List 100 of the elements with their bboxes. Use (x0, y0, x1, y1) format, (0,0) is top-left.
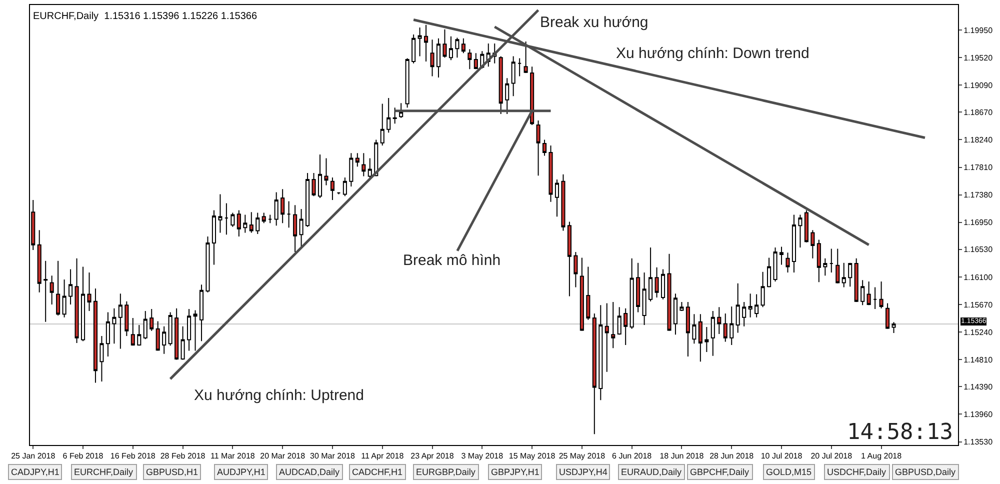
candlestick (886, 302, 890, 330)
x-tick-label: 10 Jul 2018 (760, 452, 803, 461)
y-tick-label: 1.19090 (964, 80, 994, 90)
candlestick (611, 301, 616, 349)
text: GBPJPY,H1 (491, 467, 540, 477)
candlestick (306, 172, 310, 228)
candlestick (150, 308, 154, 332)
candlestick (754, 294, 759, 318)
y-tick-label: 1.15240 (964, 328, 994, 337)
candlestick (773, 246, 778, 282)
candlestick (586, 266, 590, 320)
candlestick (180, 326, 185, 360)
candlestick (704, 326, 709, 352)
candlestick (174, 308, 179, 360)
annotation: Xu hướng chính: Down trend (616, 45, 810, 62)
x-tick-label: 6 Jun 2018 (612, 452, 652, 461)
candlestick (130, 318, 135, 346)
candlestick (162, 326, 166, 354)
candlestick (717, 306, 722, 335)
candlestick (324, 158, 328, 186)
candlestick (816, 239, 821, 283)
candlestick (124, 300, 129, 336)
candlestick (274, 192, 278, 226)
candlestick (836, 248, 840, 284)
candlestick (262, 212, 266, 224)
candlestick (617, 306, 622, 336)
candlestick (642, 272, 646, 326)
candlestick (829, 248, 834, 273)
candlestick (286, 200, 291, 228)
candlestick (630, 258, 634, 330)
candlestick (686, 301, 690, 357)
candlestick (218, 194, 222, 234)
candlestick (299, 208, 304, 248)
candlestick (848, 262, 852, 288)
candlestick (168, 312, 172, 346)
candlestick (448, 36, 453, 61)
candlestick (62, 279, 66, 318)
candlestick (518, 58, 522, 77)
annotation: 14:58:13 (847, 420, 953, 445)
candlestick (336, 192, 341, 195)
x-tick-label: 11 Apr 2018 (361, 452, 404, 461)
x-tick-label: 15 May 2018 (508, 452, 556, 461)
candlestick (280, 188, 285, 224)
candlestick (93, 288, 98, 384)
candlestick (224, 202, 228, 236)
candlestick (767, 257, 772, 288)
candlestick (436, 38, 441, 78)
candlestick (710, 310, 715, 356)
candlestick (249, 212, 254, 234)
x-tick-label: 6 Feb 2018 (62, 452, 104, 461)
candlestick (680, 301, 684, 312)
y-tick-label: 1.14390 (964, 382, 994, 392)
text: GBPUSD,Daily (895, 467, 956, 477)
candlestick (542, 139, 547, 156)
candlestick (524, 41, 528, 74)
y-tick-label: 1.15670 (964, 300, 994, 310)
candlestick (80, 266, 86, 342)
candlestick (854, 258, 858, 302)
candlestick (74, 258, 79, 344)
annotation: Break mô hình (403, 252, 501, 269)
candlestick (418, 26, 422, 57)
y-tick-label: 1.18670 (964, 108, 994, 117)
candlestick (461, 38, 466, 54)
candlestick (355, 152, 360, 168)
y-tick-label: 1.16100 (964, 272, 994, 282)
x-tick-label: 16 Feb 2018 (110, 452, 156, 461)
candlestick (455, 37, 460, 58)
candlestick (468, 48, 472, 70)
x-tick-label: 20 Mar 2018 (260, 452, 306, 461)
candlestick (430, 39, 434, 77)
y-tick-label: 1.13530 (964, 438, 994, 447)
candlestick (648, 246, 653, 302)
candlestick (810, 230, 815, 259)
annotation: Break xu hướng (540, 14, 648, 31)
candlestick (206, 236, 210, 293)
candlestick (567, 221, 572, 297)
candlestick (100, 335, 104, 382)
candlestick (804, 210, 808, 243)
x-tick-label: 23 Apr 2018 (410, 452, 454, 461)
candlestick (380, 103, 384, 146)
x-tick-label: 28 Jun 2018 (710, 452, 754, 461)
y-tick-label: 1.17380 (964, 190, 994, 200)
text: CADCHF,H1 (352, 467, 403, 477)
candlestick (44, 260, 48, 322)
candlestick (212, 210, 216, 266)
candlestick (405, 58, 410, 108)
candlestick (268, 214, 272, 224)
candlestick (736, 282, 740, 334)
candlestick (823, 258, 828, 276)
candlestick (698, 314, 702, 362)
y-tick-label: 1.13960 (964, 410, 994, 420)
candlestick (442, 28, 447, 58)
candlestick (798, 214, 802, 248)
candlestick (505, 78, 510, 115)
candlestick (342, 177, 347, 197)
candlestick (187, 308, 192, 352)
candlestick (56, 260, 60, 316)
candlestick (312, 172, 316, 197)
candlestick (143, 310, 148, 340)
text: AUDCAD,Daily (279, 467, 340, 477)
